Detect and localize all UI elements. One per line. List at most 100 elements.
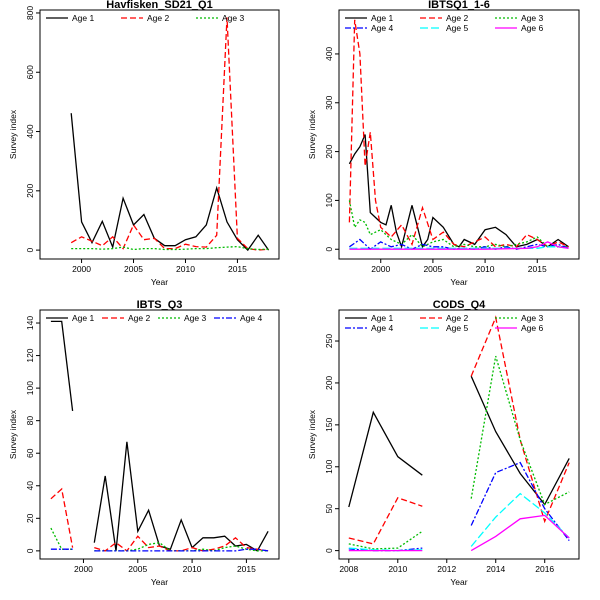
y-axis-label: Survey index: [8, 109, 18, 159]
y-axis-label: Survey index: [307, 109, 317, 159]
y-tick-label: 200: [324, 144, 334, 158]
legend-label: Age 4: [240, 313, 262, 323]
x-tick-label: 2000: [72, 264, 91, 274]
series-line-age-3: [348, 530, 423, 550]
series-line-age-6: [470, 514, 570, 552]
x-tick-label: 2010: [183, 564, 202, 574]
legend-label: Age 1: [371, 313, 393, 323]
legend: Age 1 Age 2 Age 3 Age 4 Age 5 Age 6: [345, 313, 543, 333]
x-tick-label: 2000: [371, 264, 390, 274]
x-axis-label: Year: [151, 277, 168, 287]
legend-label: Age 3: [222, 13, 244, 23]
series-line-age-5: [349, 246, 569, 249]
chart-title: Havfisken_SD21_Q1: [106, 0, 212, 11]
legend: Age 1 Age 2 Age 3: [46, 13, 244, 23]
x-axis-label: Year: [151, 577, 168, 587]
y-tick-label: 400: [324, 47, 334, 61]
legend-label: Age 5: [446, 23, 468, 33]
y-tick-label: 100: [324, 459, 334, 473]
x-tick-label: 2010: [476, 264, 495, 274]
y-tick-label: 40: [25, 481, 35, 491]
series-line-age-5: [470, 492, 570, 547]
legend-label: Age 6: [521, 323, 543, 333]
legend-label: Age 2: [446, 13, 468, 23]
y-tick-label: 200: [25, 183, 35, 197]
series-line-age-2: [50, 487, 74, 548]
legend-label: Age 1: [72, 313, 94, 323]
y-tick-label: 0: [324, 548, 334, 553]
series-line-age-2: [470, 315, 570, 524]
x-tick-label: 2008: [339, 564, 358, 574]
legend-label: Age 6: [521, 23, 543, 33]
x-tick-label: 2015: [228, 264, 247, 274]
series-line-age-1: [348, 134, 569, 250]
chart-title: CODS_Q4: [433, 299, 486, 311]
x-tick-label: 2005: [423, 264, 442, 274]
y-tick-label: 140: [25, 316, 35, 330]
chart-title: IBTS_Q3: [137, 299, 183, 311]
legend-label: Age 4: [371, 323, 393, 333]
legend: Age 1 Age 2 Age 3 Age 4 Age 5 Age 6: [345, 13, 543, 33]
series-line-age-1: [50, 320, 74, 411]
y-tick-label: 50: [324, 504, 334, 514]
legend-label: Age 1: [371, 13, 393, 23]
y-tick-label: 120: [25, 348, 35, 362]
legend-label: Age 2: [128, 313, 150, 323]
plot-frame: [338, 9, 580, 260]
x-tick-label: 2015: [528, 264, 547, 274]
x-tick-label: 2005: [128, 564, 147, 574]
series-line-age-1: [93, 441, 269, 552]
legend: Age 1 Age 2 Age 3 Age 4: [46, 313, 262, 323]
series-line-age-2: [348, 497, 423, 545]
x-tick-label: 2014: [486, 564, 505, 574]
legend-label: Age 3: [521, 13, 543, 23]
legend-label: Age 5: [446, 323, 468, 333]
plot-frame: [39, 309, 280, 560]
y-tick-label: 80: [25, 416, 35, 426]
series-line-age-3: [348, 200, 569, 248]
y-tick-label: 800: [25, 6, 35, 20]
x-axis-label: Year: [450, 277, 467, 287]
series-line-age-2: [348, 19, 569, 248]
y-tick-label: 600: [25, 65, 35, 79]
series-line-age-3: [470, 355, 570, 506]
x-tick-label: 2010: [388, 564, 407, 574]
x-axis-label: Year: [450, 577, 467, 587]
legend-label: Age 4: [371, 23, 393, 33]
y-tick-label: 400: [25, 124, 35, 138]
series-line-age-1: [348, 410, 423, 508]
y-tick-label: 20: [25, 513, 35, 523]
legend-label: Age 2: [147, 13, 169, 23]
y-axis-label: Survey index: [307, 409, 317, 459]
series-line-age-2: [70, 17, 269, 251]
y-tick-label: 0: [25, 247, 35, 252]
y-tick-label: 0: [324, 247, 334, 252]
y-tick-label: 300: [324, 95, 334, 109]
y-tick-label: 200: [324, 376, 334, 390]
series-line-age-4: [349, 238, 569, 251]
y-tick-label: 100: [324, 193, 334, 207]
series-line-age-1: [70, 113, 270, 252]
x-tick-label: 2010: [176, 264, 195, 274]
chart-title: IBTSQ1_1-6: [428, 0, 490, 11]
legend-label: Age 3: [521, 313, 543, 323]
y-tick-label: 0: [25, 548, 35, 553]
series-line-age-2: [94, 535, 269, 552]
plot-frame: [39, 9, 280, 260]
y-tick-label: 100: [25, 381, 35, 395]
series-line-age-1: [470, 375, 570, 506]
legend-label: Age 2: [446, 313, 468, 323]
x-tick-label: 2015: [237, 564, 256, 574]
chart-panel-3: IBTS_Q3 2000 2005 2010 2015 0 20 40 60 80 100 120 14…: [8, 299, 280, 587]
legend-label: Age 1: [72, 13, 94, 23]
series-line-age-4: [94, 548, 269, 552]
y-tick-label: 150: [324, 417, 334, 431]
y-axis-label: Survey index: [8, 409, 18, 459]
x-tick-label: 2016: [535, 564, 554, 574]
x-tick-label: 2012: [437, 564, 456, 574]
x-tick-label: 2005: [124, 264, 143, 274]
y-tick-label: 250: [324, 334, 334, 348]
legend-label: Age 3: [184, 313, 206, 323]
series-line-age-6: [349, 241, 569, 250]
